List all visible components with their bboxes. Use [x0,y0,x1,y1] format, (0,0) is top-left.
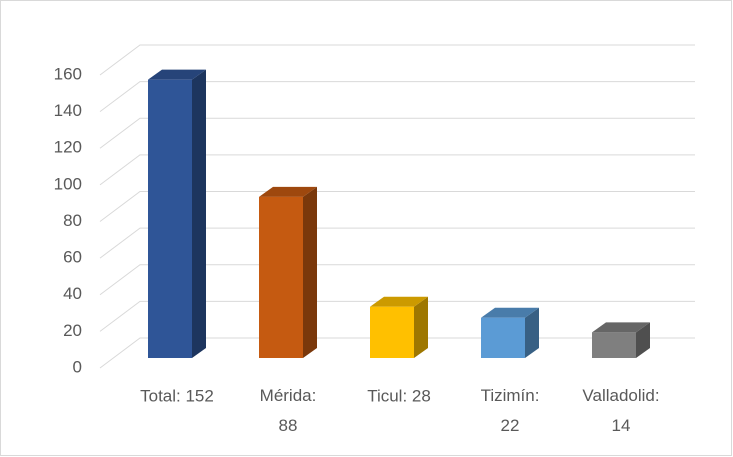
grid-line [99,117,695,149]
y-tick-label: 160 [54,64,82,83]
bar-top [259,186,317,197]
grid-line [99,191,695,222]
y-tick-label: 80 [63,211,82,230]
grid-line [99,154,695,186]
bar [481,317,525,358]
x-tick-label: Tizimín: 22 [481,386,540,435]
x-tick-label: Mérida: 88 [260,386,317,435]
y-tick-label: 40 [63,284,82,303]
bar-top [370,296,428,307]
bar [259,196,303,358]
bar [370,306,414,358]
y-tick-label: 120 [54,138,82,157]
bar [592,332,636,358]
bar-top [592,322,650,333]
bar-side [636,322,650,358]
y-tick-label: 0 [73,357,82,376]
y-tick-label: 60 [63,248,82,267]
bar-side [525,307,539,358]
x-tick-label: Valladolid: 14 [582,386,659,435]
y-tick-label: 140 [54,101,82,120]
y-tick-label: 100 [54,174,82,193]
grid-line [99,44,695,76]
grid-line [99,300,695,332]
bar-top [148,69,206,80]
bar-side [414,296,428,358]
bar-side [192,69,206,359]
bar-side [303,186,317,358]
bar [148,79,192,359]
y-tick-label: 20 [63,321,82,340]
grid-line [99,264,695,296]
grid-line [99,227,695,259]
x-tick-label: Ticul: 28 [367,386,431,405]
grid-line [99,81,695,113]
x-tick-label: Total: 152 [140,386,214,405]
bar-top [481,307,539,318]
